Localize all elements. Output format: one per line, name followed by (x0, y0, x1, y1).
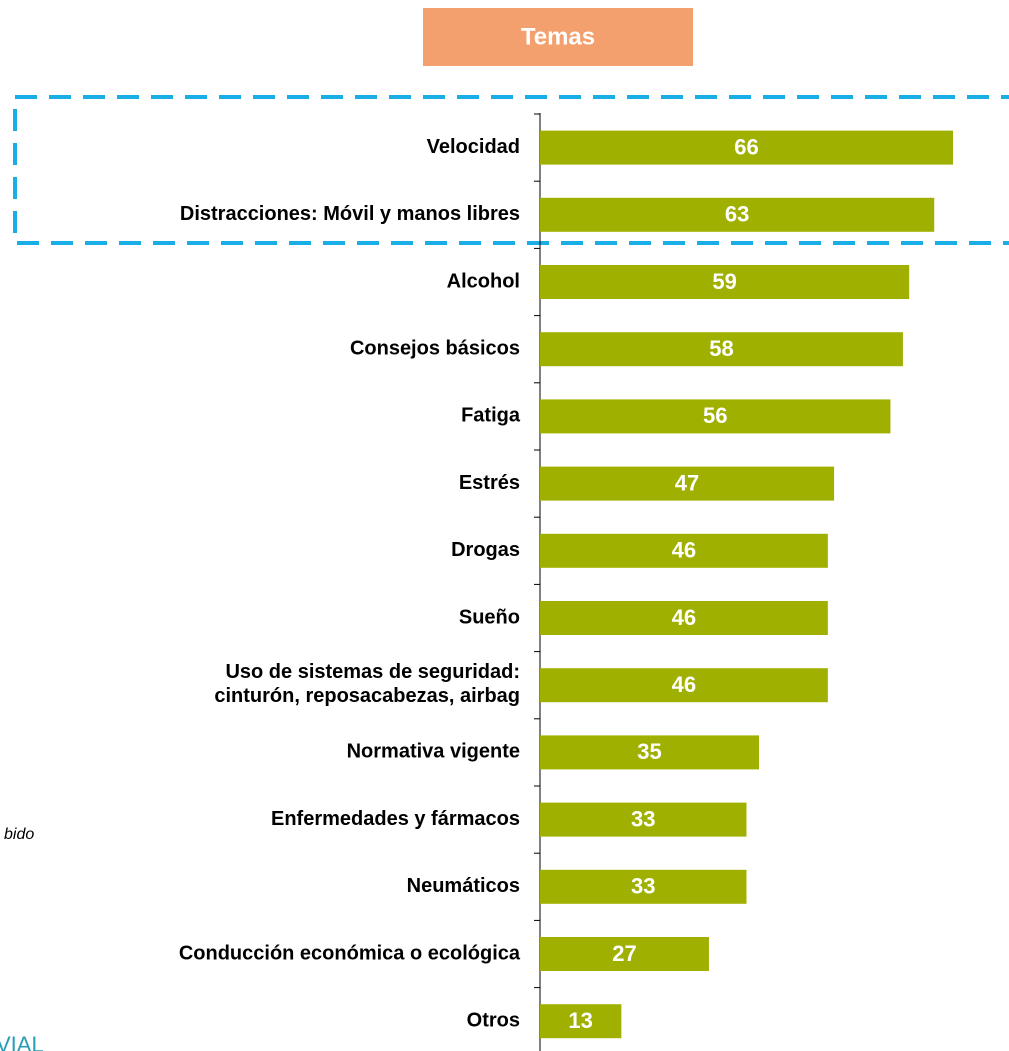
y-tick-label: Consejos básicos (350, 337, 520, 359)
annotation: bido (4, 826, 34, 843)
y-tick-label: Neumáticos (407, 875, 520, 897)
bar (540, 332, 903, 367)
bar (540, 265, 910, 299)
data-label: 47 (675, 470, 699, 495)
bar (540, 869, 747, 904)
y-tick-label: Velocidad (427, 136, 520, 158)
data-label: 33 (631, 874, 655, 899)
bar (540, 937, 709, 971)
bar (540, 802, 747, 837)
data-label: 33 (631, 806, 655, 831)
y-tick-label: Normativa vigente (347, 741, 520, 763)
annotation: VIAL (0, 1032, 44, 1051)
y-tick-label: Estrés (459, 472, 520, 494)
data-label: 13 (568, 1008, 592, 1033)
data-label: 58 (709, 336, 733, 361)
bar (540, 1004, 622, 1039)
data-label: 63 (725, 202, 749, 227)
data-label: 66 (734, 134, 758, 159)
y-tick-label: Alcohol (447, 270, 520, 292)
y-tick-label: Distracciones: Móvil y manos libres (180, 203, 520, 225)
bar (540, 668, 828, 703)
y-tick-label: Uso de sistemas de seguridad: cinturón, r… (214, 661, 520, 707)
bar (540, 533, 828, 568)
data-label: 46 (672, 538, 696, 563)
data-label: 56 (703, 403, 727, 428)
y-tick-label: Sueño (459, 606, 520, 628)
title-box (423, 8, 693, 66)
y-tick-label: Enfermedades y fármacos (271, 808, 520, 830)
data-label: 59 (712, 269, 736, 294)
y-tick-label: Otros (467, 1009, 520, 1031)
bar (540, 735, 760, 770)
bar (540, 130, 953, 165)
bar (540, 466, 835, 501)
bar (540, 399, 891, 434)
data-label: 46 (672, 672, 696, 697)
data-label: 35 (637, 739, 661, 764)
data-label: 46 (672, 605, 696, 630)
bar (540, 601, 828, 635)
y-tick-label: Fatiga (461, 405, 521, 427)
y-tick-label: Conducción económica o ecológica (179, 942, 521, 964)
chart-title: Temas (521, 23, 595, 50)
y-tick-label: Drogas (451, 539, 520, 561)
data-label: 27 (612, 941, 636, 966)
bar (540, 197, 935, 232)
